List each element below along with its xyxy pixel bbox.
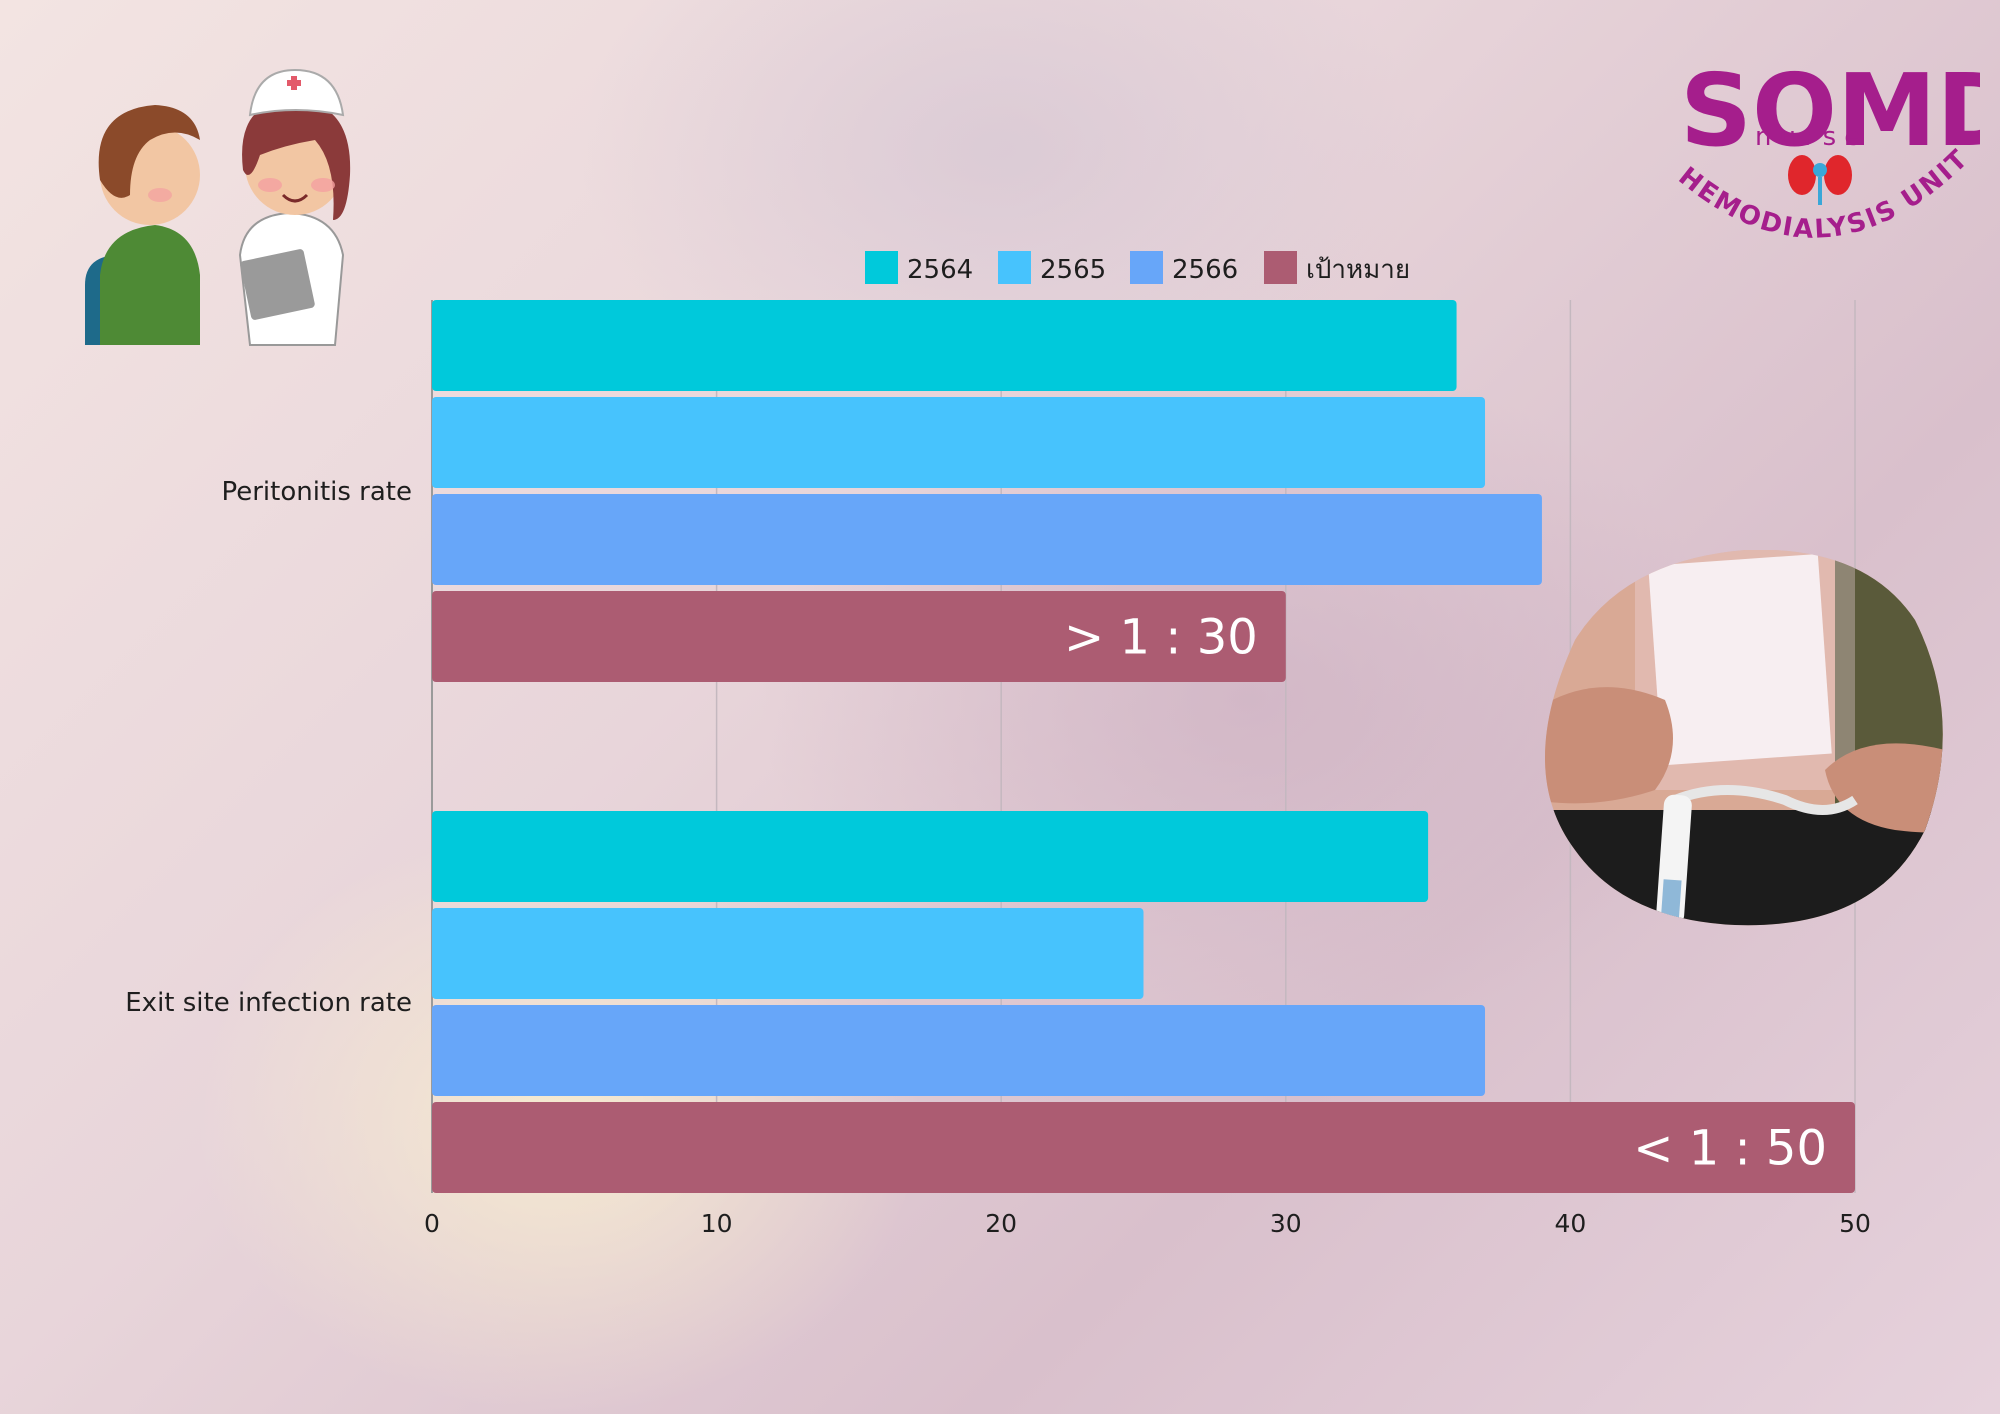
bar-0-1 [432,811,1429,902]
bar-3-0 [432,591,1286,682]
bar-1-0 [432,397,1486,488]
patient-nurse-illustration [85,68,351,346]
somdej-hemodialysis-logo: SOMDEJ 17 nurse HEMODIALYSIS UNIT [1660,52,2000,265]
legend-swatch [865,251,898,284]
legend-label: 2564 [907,255,973,285]
logo-sub: nurse [1755,122,1868,152]
x-tick-label: 0 [424,1209,440,1238]
legend-swatch [1264,251,1297,284]
bar-2-1 [432,1005,1486,1096]
legend-label: 2566 [1172,255,1238,285]
x-tick-label: 40 [1554,1209,1586,1238]
labels: 0 10 20 30 40 50 > 1 : 30 Peritonitis rate < 1 :… [125,477,1871,1238]
x-tick-label: 50 [1839,1209,1871,1238]
bars [432,300,1855,1193]
bar-0-0 [432,300,1457,391]
kidney-icon [1788,155,1852,205]
legend-label: เป้าหมาย [1306,255,1410,285]
x-tick-label: 30 [1270,1209,1302,1238]
x-tick-label: 20 [985,1209,1017,1238]
legend: 2564 2565 2566 เป้าหมาย [865,251,1410,285]
x-tick-label: 10 [701,1209,733,1238]
catheter-photo [1545,550,1943,926]
bar-data-label: < 1 : 50 [1633,1121,1827,1177]
bar-3-1 [432,1102,1855,1193]
category-label: Peritonitis rate [221,477,412,507]
bar-1-1 [432,908,1144,999]
logo-graphic: SOMDEJ 17 nurse HEMODIALYSIS UNIT [1673,52,2000,245]
logo-text: SOMDEJ 17 [1680,55,1980,169]
legend-swatch [998,251,1031,284]
bar-2-0 [432,494,1542,585]
category-label: Exit site infection rate [125,988,412,1018]
legend-label: 2565 [1040,255,1106,285]
bar-data-label: > 1 : 30 [1064,610,1258,666]
legend-swatch [1130,251,1163,284]
